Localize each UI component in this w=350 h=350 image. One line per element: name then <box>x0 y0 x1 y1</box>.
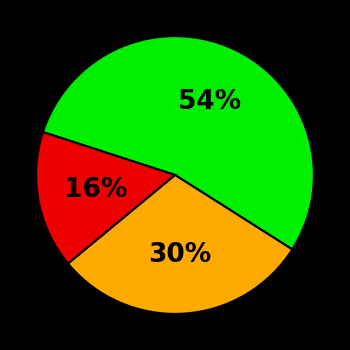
Text: 30%: 30% <box>148 243 212 268</box>
Text: 54%: 54% <box>178 89 241 115</box>
Wedge shape <box>36 132 175 264</box>
Wedge shape <box>43 36 314 250</box>
Text: 16%: 16% <box>64 177 127 203</box>
Wedge shape <box>68 175 292 314</box>
